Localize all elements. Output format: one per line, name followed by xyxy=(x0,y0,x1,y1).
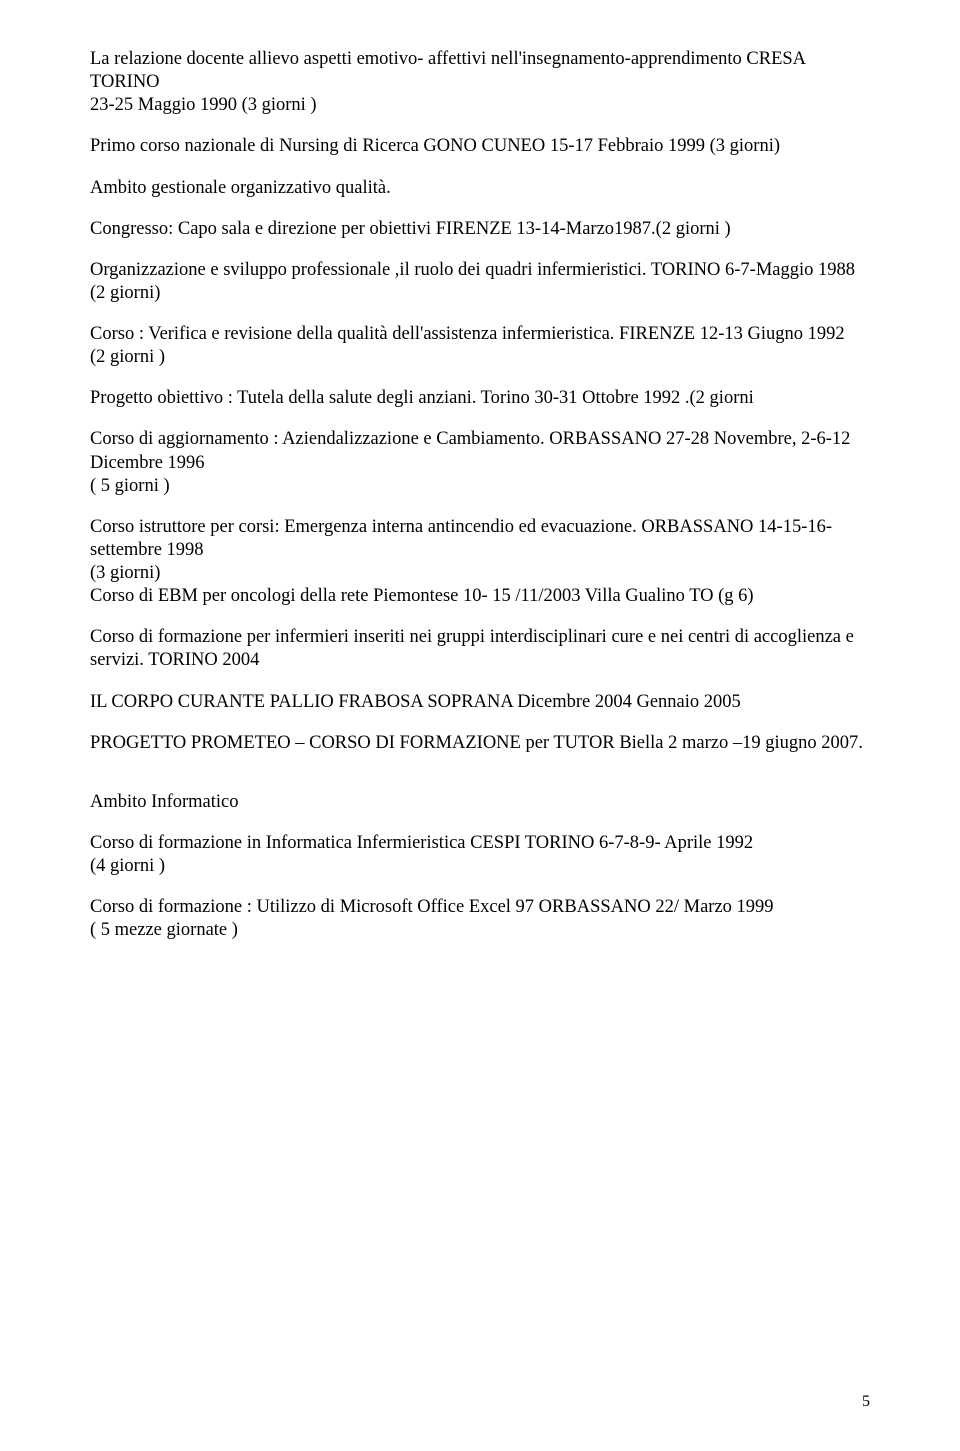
paragraph: Primo corso nazionale di Nursing di Rice… xyxy=(90,135,870,158)
paragraph: (4 giorni ) xyxy=(90,855,870,878)
paragraph: Corso di formazione per infermieri inser… xyxy=(90,626,870,672)
paragraph: 23-25 Maggio 1990 (3 giorni ) xyxy=(90,94,870,117)
paragraph: Progetto obiettivo : Tutela della salute… xyxy=(90,387,870,410)
paragraph: Congresso: Capo sala e direzione per obi… xyxy=(90,218,870,241)
paragraph: (2 giorni) xyxy=(90,282,870,305)
paragraph: IL CORPO CURANTE PALLIO FRABOSA SOPRANA … xyxy=(90,691,870,714)
paragraph: ( 5 mezze giornate ) xyxy=(90,919,870,942)
paragraph: La relazione docente allievo aspetti emo… xyxy=(90,48,870,94)
paragraph: Corso : Verifica e revisione della quali… xyxy=(90,323,870,346)
paragraph: Corso istruttore per corsi: Emergenza in… xyxy=(90,516,870,562)
paragraph: (3 giorni) xyxy=(90,562,870,585)
section-heading: Ambito Informatico xyxy=(90,791,870,814)
paragraph: Corso di aggiornamento : Aziendalizzazio… xyxy=(90,428,870,474)
document-page: La relazione docente allievo aspetti emo… xyxy=(0,0,960,1451)
paragraph: (2 giorni ) xyxy=(90,346,870,369)
paragraph: Organizzazione e sviluppo professionale … xyxy=(90,259,870,282)
page-number: 5 xyxy=(862,1393,870,1411)
paragraph: ( 5 giorni ) xyxy=(90,475,870,498)
paragraph: Corso di formazione in Informatica Infer… xyxy=(90,832,870,855)
paragraph: Ambito gestionale organizzativo qualità. xyxy=(90,177,870,200)
paragraph: PROGETTO PROMETEO – CORSO DI FORMAZIONE … xyxy=(90,732,870,755)
paragraph: Corso di EBM per oncologi della rete Pie… xyxy=(90,585,870,608)
paragraph: Corso di formazione : Utilizzo di Micros… xyxy=(90,896,870,919)
